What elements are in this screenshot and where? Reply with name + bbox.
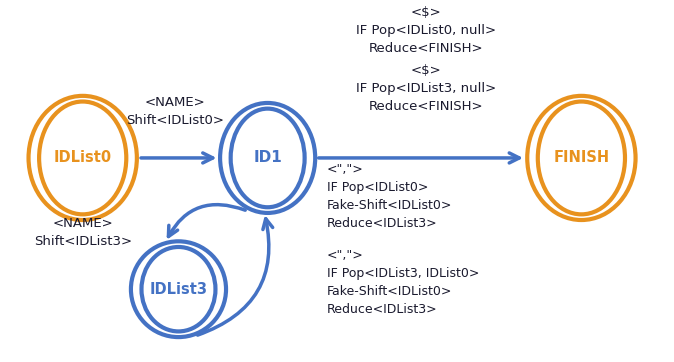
Text: <",">
IF Pop<IDList0>
Fake-Shift<IDList0>
Reduce<IDList3>: <","> IF Pop<IDList0> Fake-Shift<IDList0… — [327, 164, 452, 231]
FancyArrowPatch shape — [168, 205, 245, 236]
Text: ID1: ID1 — [253, 151, 282, 165]
Text: <",">
IF Pop<IDList3, IDList0>
Fake-Shift<IDList0>
Reduce<IDList3>: <","> IF Pop<IDList3, IDList0> Fake-Shif… — [327, 249, 479, 316]
Text: FINISH: FINISH — [553, 151, 609, 165]
Text: IDList0: IDList0 — [54, 151, 112, 165]
Text: <NAME>
Shift<IDList3>: <NAME> Shift<IDList3> — [34, 217, 131, 248]
Text: <NAME>
Shift<IDList0>: <NAME> Shift<IDList0> — [126, 96, 224, 127]
Text: <$>
IF Pop<IDList3, null>
Reduce<FINISH>: <$> IF Pop<IDList3, null> Reduce<FINISH> — [356, 64, 496, 113]
Text: IDList3: IDList3 — [150, 282, 208, 297]
Text: <$>
IF Pop<IDList0, null>
Reduce<FINISH>: <$> IF Pop<IDList0, null> Reduce<FINISH> — [356, 6, 496, 55]
FancyArrowPatch shape — [197, 219, 273, 335]
